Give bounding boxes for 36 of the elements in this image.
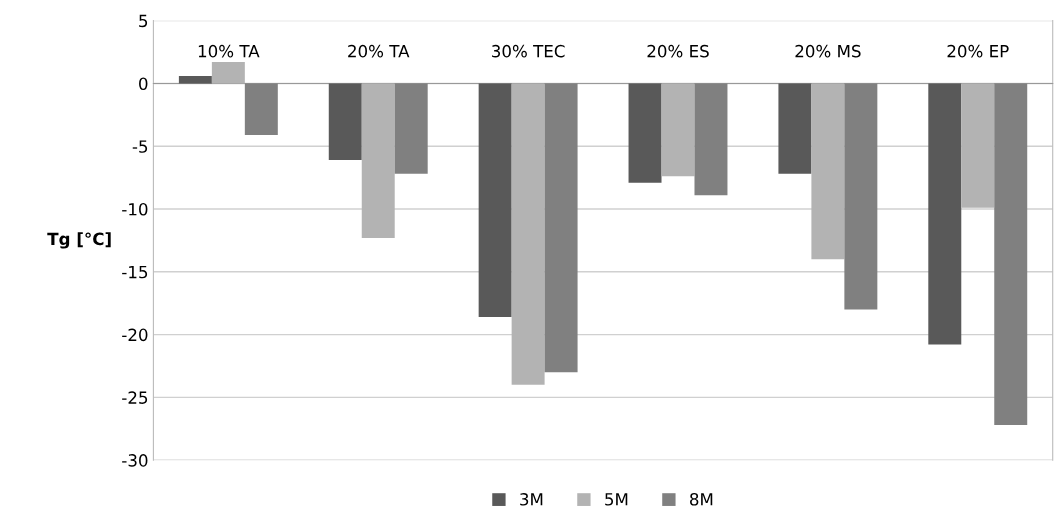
bar <box>778 83 812 174</box>
y-tick-label: 5 <box>139 14 148 28</box>
bar <box>361 83 395 238</box>
bar <box>244 83 278 135</box>
y-tick-label: -30 <box>122 454 148 467</box>
legend-label: 5M <box>605 493 628 506</box>
legend-label: 8M <box>690 493 713 506</box>
bar <box>544 83 578 373</box>
bar <box>694 83 728 196</box>
bar <box>961 83 995 208</box>
bar <box>211 62 245 84</box>
bar <box>478 83 512 317</box>
x-tick-label: 10% TA <box>198 44 260 58</box>
bar <box>811 83 845 260</box>
y-tick-label: -5 <box>132 140 148 153</box>
y-axis-title: Tg [°C] <box>47 232 111 249</box>
y-tick-label: -25 <box>122 391 148 404</box>
bar <box>394 83 428 174</box>
x-tick-label: 20% EP <box>947 44 1009 58</box>
bar <box>511 83 545 385</box>
x-tick-label: 20% ES <box>647 44 709 58</box>
y-tick-label: -15 <box>122 265 148 279</box>
y-tick-label: -10 <box>122 202 148 216</box>
bar <box>628 83 662 183</box>
bar <box>994 83 1028 425</box>
bar <box>928 83 962 345</box>
x-tick-label: 30% TEC <box>492 44 565 58</box>
y-tick-label: -20 <box>122 328 148 342</box>
y-tick-label: 0 <box>139 77 148 91</box>
x-tick-label: 20% TA <box>348 44 410 58</box>
bar <box>844 83 878 310</box>
bar <box>328 83 362 161</box>
bar <box>661 83 695 177</box>
legend-label: 3M <box>520 493 543 506</box>
x-tick-label: 20% MS <box>795 44 861 58</box>
bar <box>178 75 212 84</box>
